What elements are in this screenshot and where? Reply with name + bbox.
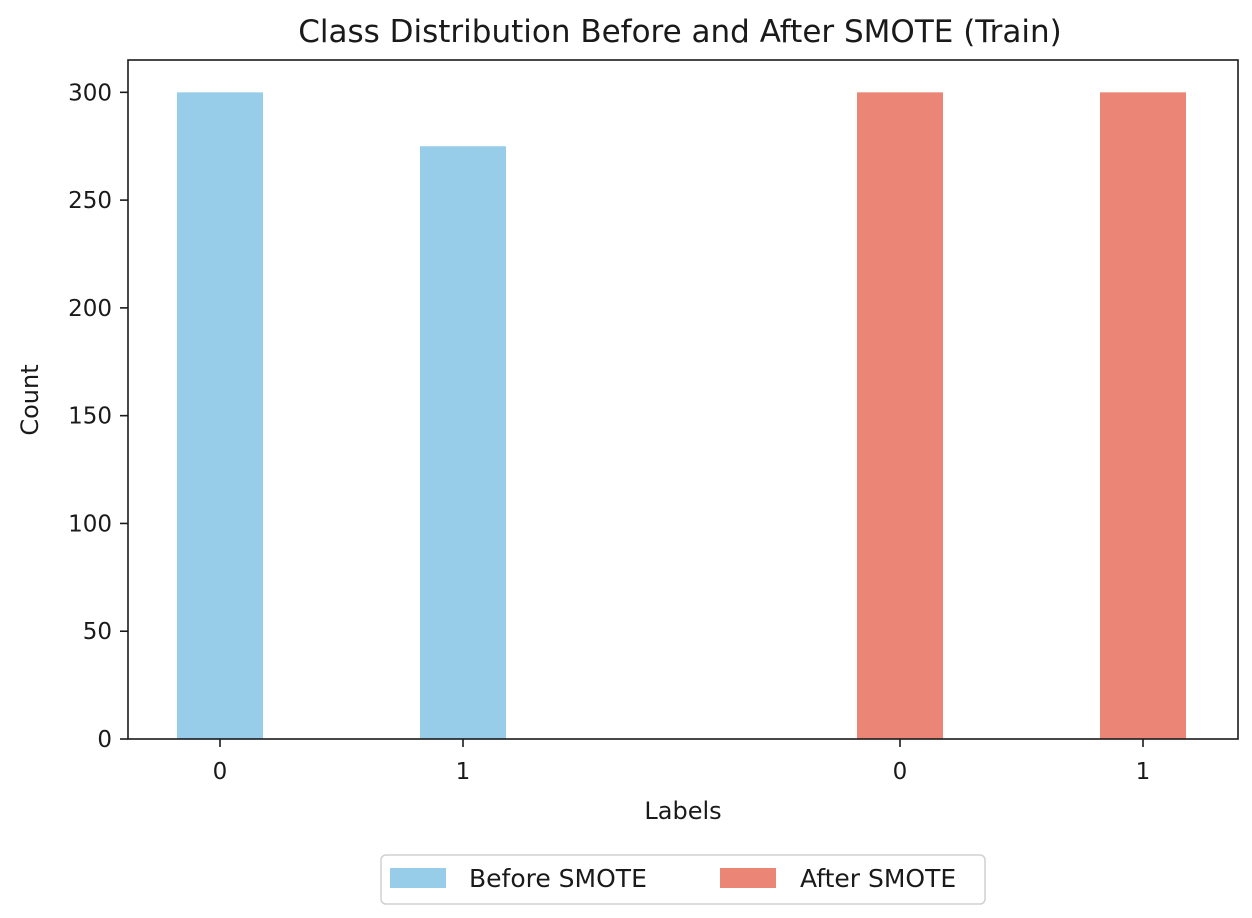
x-axis-ticks: 0 1 0 1 — [213, 739, 1151, 785]
legend-label-after: After SMOTE — [800, 864, 956, 893]
y-tick-label: 150 — [68, 404, 112, 430]
bar-after-0 — [857, 92, 943, 740]
y-tick-label: 250 — [68, 188, 112, 214]
x-tick-label: 0 — [893, 759, 908, 785]
legend-swatch-before — [390, 868, 446, 888]
x-axis-label: Labels — [644, 797, 721, 825]
x-tick-label: 1 — [456, 759, 471, 785]
chart-title: Class Distribution Before and After SMOT… — [298, 14, 1062, 50]
y-tick-label: 200 — [68, 296, 112, 322]
legend: Before SMOTE After SMOTE — [380, 854, 986, 905]
y-tick-label: 0 — [97, 727, 112, 753]
legend-frame — [380, 854, 986, 905]
y-tick-label: 100 — [68, 511, 112, 537]
x-tick-label: 0 — [213, 759, 228, 785]
legend-label-before: Before SMOTE — [469, 864, 647, 893]
y-axis-ticks: 0 50 100 150 200 250 300 — [68, 80, 128, 753]
bar-before-1 — [420, 146, 506, 739]
plot-frame — [127, 59, 1239, 740]
bars-group — [177, 92, 1186, 740]
legend-swatch-after — [720, 868, 776, 888]
y-tick-label: 300 — [68, 80, 112, 106]
x-tick-label: 1 — [1136, 759, 1151, 785]
y-axis-label: Count — [16, 364, 44, 435]
bar-before-0 — [177, 92, 263, 740]
y-tick-label: 50 — [83, 619, 112, 645]
bar-after-1 — [1100, 92, 1186, 740]
